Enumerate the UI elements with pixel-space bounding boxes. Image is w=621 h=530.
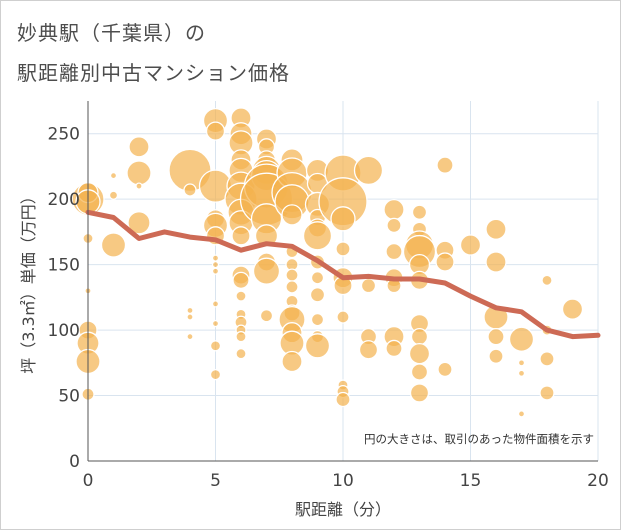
bubble-point (209, 340, 222, 352)
bubble-point (126, 160, 152, 186)
bubble-point (353, 155, 384, 186)
bubble-point (211, 260, 220, 269)
bubble-point (360, 277, 377, 294)
bubble-point (211, 300, 220, 308)
bubble-point (235, 348, 247, 360)
bubble-point (487, 327, 505, 346)
bubble-point (310, 312, 325, 327)
bubble-point (232, 271, 250, 289)
axes: 0 50 100 150 200 250 0 5 10 15 20 (48, 101, 609, 491)
x-axis-label: 駅距離（分） (295, 500, 391, 519)
bubble-point (309, 287, 326, 303)
bubble-point (539, 385, 555, 401)
bubble-point (561, 298, 584, 320)
bubble-point (109, 171, 118, 180)
x-tick-label: 15 (460, 471, 482, 491)
bubble-point (100, 232, 127, 258)
bubble-point (252, 257, 281, 285)
bubble-point (539, 351, 555, 367)
bubble-point (211, 319, 220, 328)
chart-title-line2: 駅距離別中古マンション価格 (17, 61, 290, 85)
bubble-point (135, 182, 143, 190)
bubble-point (186, 332, 194, 341)
y-tick-label: 50 (58, 387, 80, 407)
bubble-point (459, 234, 482, 256)
bubble-point (211, 254, 220, 262)
bubble-point (128, 136, 150, 158)
bubble-point (285, 280, 299, 294)
y-tick-label: 150 (48, 256, 80, 276)
bubble-point (408, 343, 431, 365)
bubble-size-note: 円の大きさは、取引のあった物件面積を示す (364, 432, 594, 446)
bubble-point (310, 271, 325, 285)
chart-title-line1: 妙典駅（千葉県）の (17, 21, 206, 45)
bubble-point (186, 306, 194, 315)
bubble-point (436, 156, 454, 174)
y-tick-label: 200 (48, 190, 80, 210)
bubble-point (541, 274, 553, 286)
x-tick-label: 20 (587, 471, 609, 491)
bubble-point (231, 226, 251, 246)
bubble-point (127, 211, 151, 235)
x-tick-label: 5 (210, 471, 221, 491)
bubble-point (186, 313, 194, 321)
bubble-point (385, 339, 403, 358)
y-tick-label: 0 (69, 452, 80, 472)
bubble-point (336, 310, 350, 324)
bubble-point (383, 199, 405, 221)
bubble-point (330, 206, 356, 232)
bubble-point (385, 242, 403, 261)
average-price-line (85, 209, 601, 340)
bubble-point (108, 190, 119, 200)
trend-layer (85, 209, 601, 340)
bubble-point (183, 183, 197, 197)
bubble-point (205, 121, 226, 141)
x-tick-label: 0 (83, 471, 94, 491)
bubble-point (409, 383, 430, 403)
bubble-point (285, 268, 299, 282)
bubble-point (335, 241, 351, 257)
bubble-point (209, 368, 222, 381)
y-axis-label: 坪（3.3㎡）単価（万円） (19, 188, 38, 373)
bubble-point (517, 359, 526, 367)
y-tick-label: 250 (48, 125, 80, 145)
bubble-layer (71, 107, 584, 418)
bubble-point (410, 327, 429, 346)
y-tick-label: 100 (48, 321, 80, 341)
bubble-point (517, 369, 526, 377)
bubble-point (410, 363, 429, 381)
bubble-point (259, 309, 274, 323)
bubble-point (211, 267, 220, 275)
bubble-point (435, 252, 455, 272)
bubble-point (485, 251, 507, 273)
bubble-point (281, 350, 303, 373)
bubble-point (358, 340, 379, 360)
bubble-point (437, 361, 453, 378)
bubble-point (411, 204, 428, 220)
bubble-point (254, 224, 279, 248)
bubble-point (304, 333, 331, 359)
bubble-point (281, 204, 303, 226)
bubble-point (235, 330, 247, 343)
bubble-point (508, 326, 535, 352)
bubble-point (335, 391, 351, 408)
bubble-point (485, 218, 507, 240)
bubble-point (488, 348, 504, 364)
bubble-point (302, 221, 333, 251)
bubble-point (386, 217, 402, 234)
bubble-point (235, 290, 247, 302)
x-tick-label: 10 (332, 471, 354, 491)
bubble-point (517, 410, 526, 418)
